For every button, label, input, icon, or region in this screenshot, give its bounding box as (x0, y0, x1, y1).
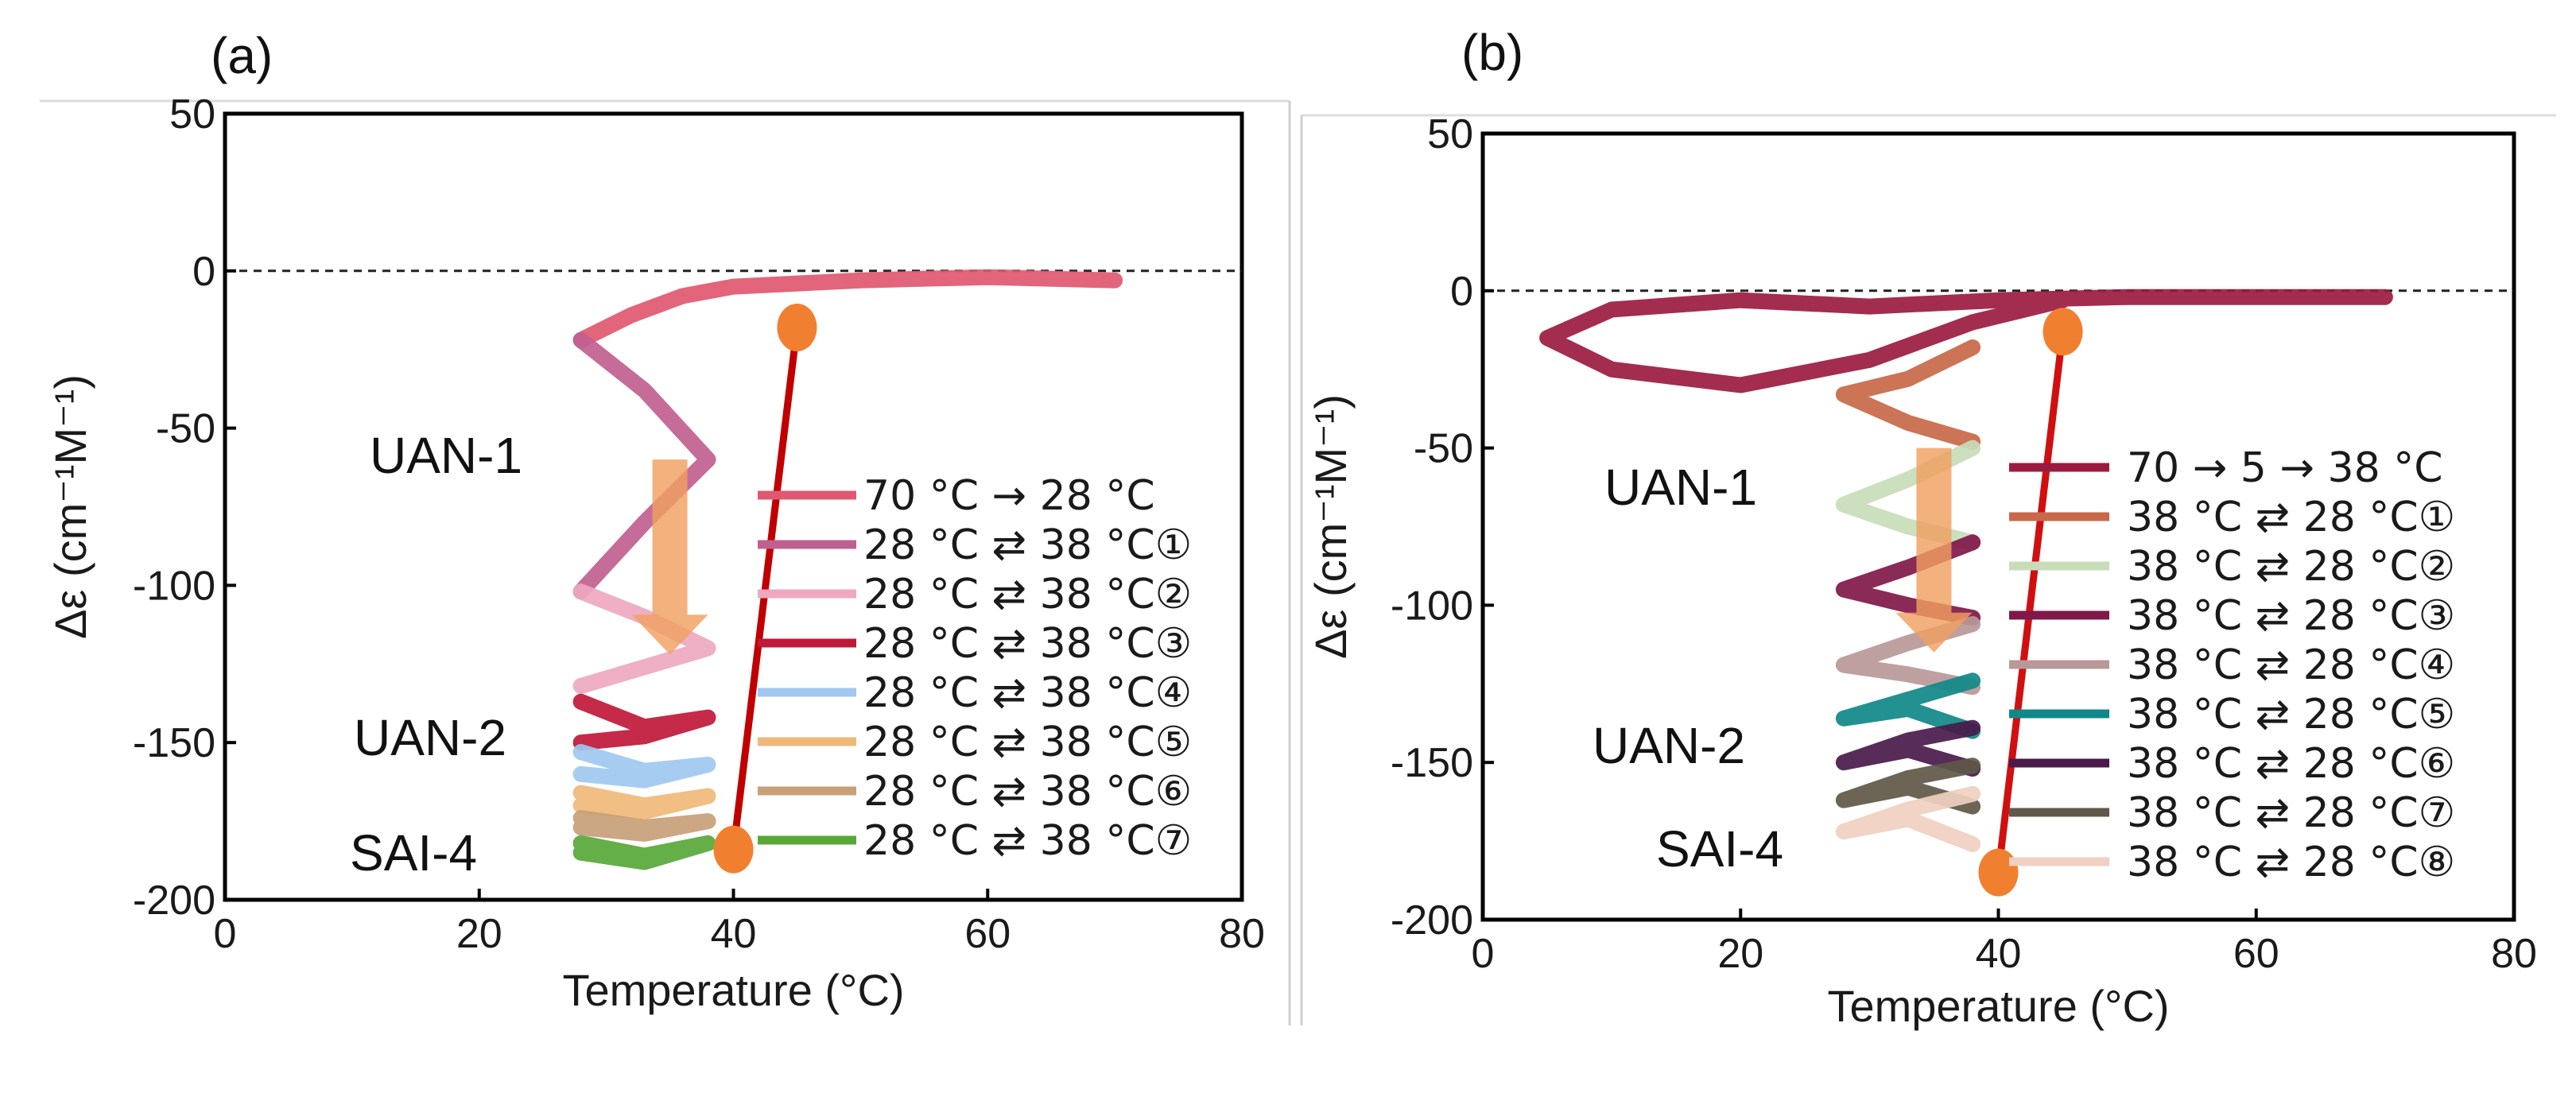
panel-a: (a) 0 20 40 60 80 50 0 -50 -100 -150 -200 Temperatur… (45, 27, 1265, 1015)
legend-label: 70 °C → 28 °C (863, 472, 1155, 520)
panel-label: (b) (1461, 24, 1523, 81)
series-line (572, 269, 1123, 348)
series-line (1835, 339, 1981, 450)
series-line (1835, 440, 1981, 551)
y-tick-label: -50 (1414, 426, 1473, 472)
legend-label: 38 °C ⇄ 28 °C⑦ (2127, 789, 2455, 837)
legend-label: 38 °C ⇄ 28 °C① (2127, 494, 2455, 541)
trend-start-point (2043, 308, 2083, 356)
y-tick-label: 50 (169, 91, 215, 138)
series-line (572, 744, 716, 789)
y-tick-label: 0 (1450, 269, 1473, 315)
x-tick-label: 20 (1717, 931, 1763, 977)
legend-label: 38 °C ⇄ 28 °C⑥ (2127, 740, 2455, 788)
trend-arrow (631, 459, 708, 655)
x-tick-label: 40 (1976, 931, 2022, 977)
series-line (1835, 672, 1981, 739)
y-axis-label: Δε (cm⁻¹M⁻¹) (45, 374, 95, 639)
y-tick-label: -50 (156, 406, 215, 452)
legend-label: 70 → 5 → 38 °C (2127, 444, 2443, 492)
legend-label: 28 °C ⇄ 38 °C④ (863, 669, 1192, 717)
trend-start-point (777, 304, 817, 352)
legend-label: 38 °C ⇄ 28 °C⑧ (2127, 839, 2455, 886)
legend-label: 38 °C ⇄ 28 °C⑤ (2127, 691, 2455, 738)
legend-label: 28 °C ⇄ 38 °C② (863, 571, 1192, 618)
annotation-label: UAN-2 (354, 709, 506, 766)
legend-label: 28 °C ⇄ 38 °C⑤ (863, 719, 1192, 766)
x-tick-label: 80 (1219, 911, 1265, 957)
y-tick-label: -150 (133, 720, 215, 766)
series-line (1539, 289, 2393, 393)
trend-line (730, 327, 801, 851)
series-line (1835, 719, 1981, 777)
series-line (572, 785, 716, 820)
y-tick-label: -100 (1391, 583, 1473, 629)
trend-end-point (713, 825, 754, 874)
legend-label: 38 °C ⇄ 28 °C④ (2127, 641, 2455, 689)
legend-label: 38 °C ⇄ 28 °C② (2127, 543, 2455, 591)
series-line (1835, 758, 1981, 815)
x-tick-label: 0 (1472, 931, 1495, 977)
x-tick-label: 60 (964, 911, 1011, 957)
series-line (572, 583, 716, 694)
x-tick-label: 40 (711, 911, 757, 957)
annotation-label: UAN-1 (1604, 459, 1757, 516)
y-tick-label: 50 (1427, 111, 1473, 157)
legend-label: 38 °C ⇄ 28 °C③ (2127, 592, 2455, 640)
legend-label: 28 °C ⇄ 38 °C③ (863, 620, 1192, 668)
x-tick-label: 20 (456, 911, 502, 957)
series-line (1835, 785, 1981, 853)
x-tick-label: 60 (2233, 931, 2279, 977)
trend-line (1995, 331, 2067, 874)
legend-label: 28 °C ⇄ 38 °C⑦ (863, 817, 1192, 865)
y-tick-label: -200 (133, 878, 215, 924)
x-tick-label: 0 (214, 911, 237, 957)
legend-label: 28 °C ⇄ 38 °C⑥ (863, 768, 1192, 816)
y-tick-label: -150 (1391, 740, 1473, 786)
y-tick-label: -200 (1391, 897, 1473, 944)
x-axis-label: Temperature (°C) (1827, 981, 2169, 1031)
y-tick-label: 0 (192, 249, 215, 295)
legend-label: 28 °C ⇄ 38 °C① (863, 521, 1192, 569)
annotation-label: SAI-4 (1656, 820, 1783, 878)
trend-end-point (1978, 848, 2019, 897)
trend-arrow (1895, 448, 1973, 653)
series-line (572, 810, 716, 842)
x-axis-label: Temperature (°C) (562, 965, 904, 1015)
y-axis-label: Δε (cm⁻¹M⁻¹) (1305, 394, 1356, 659)
panel-b: (b) 0 20 40 60 80 50 0 -50 -100 -150 -200 Temperatur… (1305, 24, 2537, 1031)
annotation-label: SAI-4 (350, 824, 477, 882)
series-line (572, 693, 716, 751)
y-tick-label: -100 (133, 563, 215, 609)
annotation-label: UAN-2 (1593, 717, 1745, 774)
panel-label: (a) (211, 27, 273, 84)
series-line (1835, 616, 1981, 696)
annotation-label: UAN-1 (370, 427, 522, 484)
series-line (1835, 534, 1981, 626)
series-line (572, 835, 716, 870)
x-tick-label: 80 (2491, 931, 2537, 977)
series-line (572, 331, 716, 600)
